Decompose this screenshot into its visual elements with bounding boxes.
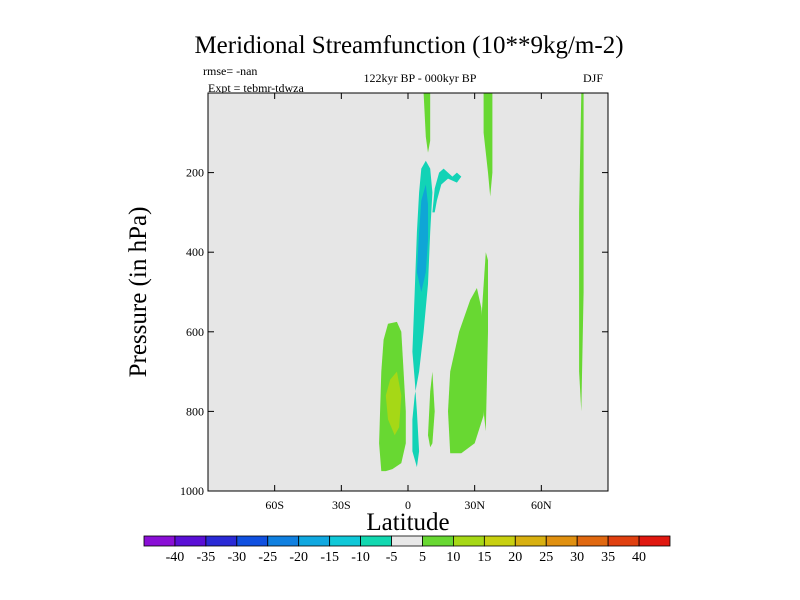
contour-region-yellowgreen-west bbox=[385, 371, 402, 436]
colorbar-label: -5 bbox=[386, 550, 398, 565]
x-tick-label: 60S bbox=[265, 498, 284, 512]
colorbar-swatch bbox=[236, 535, 269, 547]
rmse-annotation: rmse= -nan bbox=[203, 64, 257, 78]
colorbar-label: 40 bbox=[632, 550, 646, 565]
contour-region-upper-tropics-blue bbox=[416, 184, 428, 292]
y-tick-label: 200 bbox=[186, 166, 204, 180]
plot-background bbox=[208, 93, 608, 491]
colorbar-label: -25 bbox=[258, 550, 277, 565]
contour-region-green-lower-mid bbox=[448, 288, 486, 454]
colorbar-swatch bbox=[267, 535, 300, 547]
colorbar-swatch bbox=[453, 535, 485, 547]
x-tick-label: 0 bbox=[405, 498, 411, 512]
colorbar-label: -30 bbox=[227, 550, 246, 565]
colorbar-label: -10 bbox=[351, 550, 370, 565]
colorbar-swatch bbox=[545, 535, 578, 547]
colorbar-swatch bbox=[329, 535, 361, 547]
colorbar-swatch bbox=[607, 535, 640, 547]
chart-title: Meridional Streamfunction (10**9kg/m-2) bbox=[194, 32, 623, 59]
x-tick-label: 60N bbox=[531, 498, 552, 512]
season-annotation: DJF bbox=[583, 71, 603, 85]
period-annotation: 122kyr BP - 000kyr BP bbox=[364, 71, 477, 85]
y-tick-label: 1000 bbox=[180, 484, 204, 498]
contour-region-green-strip-high-lat bbox=[579, 93, 584, 412]
colorbar-swatch bbox=[360, 535, 392, 547]
expt-annotation: Expt = tebmr-tdwza bbox=[208, 81, 305, 95]
colorbar-swatch bbox=[143, 535, 176, 547]
contour-region-green-column-mid bbox=[483, 93, 493, 197]
contour-region-green-column-east bbox=[481, 252, 488, 432]
colorbar: -40 -35 -30 -25 -20 -15 -10 -5 5 10 15 20 25 30 35 40 bbox=[143, 535, 671, 565]
y-axis-label: Pressure (in hPa) bbox=[125, 207, 152, 378]
y-tick-label: 800 bbox=[186, 404, 204, 418]
colorbar-swatch bbox=[514, 535, 547, 547]
y-tick-label: 400 bbox=[186, 245, 204, 259]
colorbar-label: -40 bbox=[166, 550, 185, 565]
colorbar-swatch bbox=[174, 535, 207, 547]
colorbar-label: 15 bbox=[477, 550, 491, 565]
colorbar-swatch bbox=[298, 535, 331, 547]
colorbar-label: 10 bbox=[446, 550, 460, 565]
colorbar-swatch bbox=[483, 535, 516, 547]
contour-region-cyan-lobe-upper bbox=[432, 168, 462, 213]
colorbar-swatch bbox=[422, 535, 454, 547]
contour-region-green-column-upper bbox=[423, 93, 431, 153]
colorbar-label: 25 bbox=[539, 550, 553, 565]
colorbar-label: 5 bbox=[419, 550, 426, 565]
colorbar-swatch bbox=[205, 535, 238, 547]
colorbar-swatch bbox=[576, 535, 609, 547]
colorbar-swatch bbox=[391, 535, 423, 547]
colorbar-label: -20 bbox=[289, 550, 308, 565]
axis-ticks: 60S 30S 0 30N 60N 200 400 600 800 1000 bbox=[180, 93, 608, 512]
x-axis-label: Latitude bbox=[366, 509, 449, 536]
colorbar-label: 20 bbox=[508, 550, 522, 565]
colorbar-label: 35 bbox=[601, 550, 615, 565]
contour-regions bbox=[379, 93, 584, 472]
colorbar-label: -35 bbox=[197, 550, 216, 565]
y-tick-label: 600 bbox=[186, 325, 204, 339]
colorbar-label: 30 bbox=[570, 550, 584, 565]
colorbar-swatch bbox=[638, 535, 671, 547]
contour-region-green-small-equator bbox=[428, 371, 435, 448]
colorbar-label: -15 bbox=[320, 550, 339, 565]
x-tick-label: 30N bbox=[464, 498, 485, 512]
x-tick-label: 30S bbox=[332, 498, 351, 512]
